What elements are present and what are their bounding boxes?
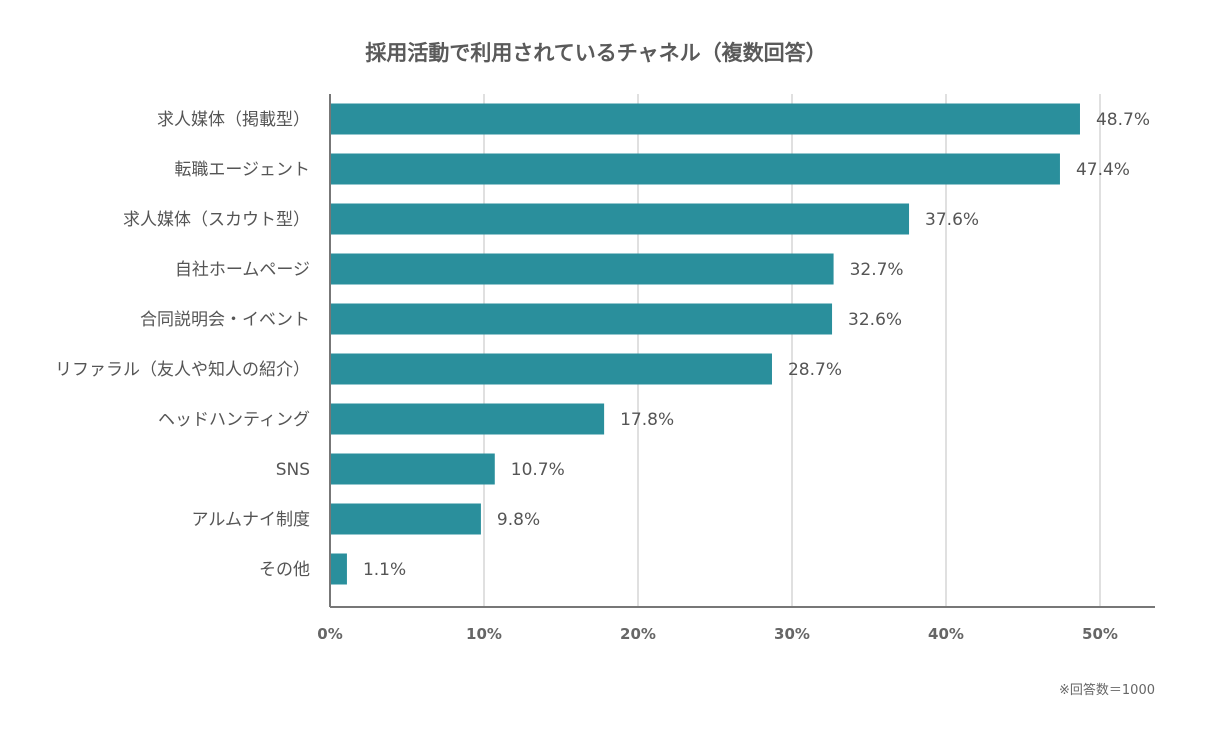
x-tick-label: 30%: [774, 625, 810, 643]
data-label: 47.4%: [1076, 160, 1130, 180]
bar: [330, 403, 605, 435]
x-tick-label: 10%: [466, 625, 502, 643]
data-label: 9.8%: [497, 510, 540, 530]
x-tick-label: 40%: [928, 625, 964, 643]
category-label: その他: [259, 560, 310, 580]
category-label: 転職エージェント: [174, 160, 310, 180]
x-tick-label: 0%: [317, 625, 342, 643]
data-label: 48.7%: [1096, 110, 1150, 130]
data-label: 32.6%: [848, 310, 902, 330]
data-label: 32.7%: [850, 260, 904, 280]
label-layer: 求人媒体（掲載型） 48.7% 転職エージェント 47.4% 求人媒体（スカウト型） 37…: [55, 110, 1150, 580]
bar: [330, 203, 910, 235]
bar: [330, 353, 772, 385]
category-label: 自社ホームページ: [175, 260, 310, 280]
bar: [330, 553, 347, 585]
chart-title: 採用活動で利用されているチャネル（複数回答）: [365, 41, 826, 65]
data-label: 28.7%: [788, 360, 842, 380]
bar: [330, 253, 834, 285]
bar: [330, 103, 1080, 135]
bar: [330, 503, 481, 535]
bar: [330, 153, 1060, 185]
data-label: 10.7%: [511, 460, 565, 480]
category-label: アルムナイ制度: [192, 510, 311, 530]
category-label: SNS: [276, 460, 310, 480]
data-label: 1.1%: [363, 560, 406, 580]
bar-layer: [330, 103, 1080, 585]
sample-size-note: ※回答数＝1000: [1059, 682, 1155, 698]
bar: [330, 453, 495, 485]
category-label: 求人媒体（スカウト型）: [123, 210, 310, 230]
data-label: 17.8%: [620, 410, 674, 430]
category-label: 求人媒体（掲載型）: [157, 110, 310, 130]
bar: [330, 303, 833, 335]
axis-layer: 0% 10% 20% 30% 40% 50%: [317, 94, 1155, 643]
x-tick-label: 20%: [620, 625, 656, 643]
category-label: ヘッドハンティング: [158, 410, 310, 430]
data-label: 37.6%: [925, 210, 979, 230]
category-label: リファラル（友人や知人の紹介）: [55, 360, 310, 380]
x-tick-label: 50%: [1082, 625, 1118, 643]
category-label: 合同説明会・イベント: [140, 310, 310, 330]
